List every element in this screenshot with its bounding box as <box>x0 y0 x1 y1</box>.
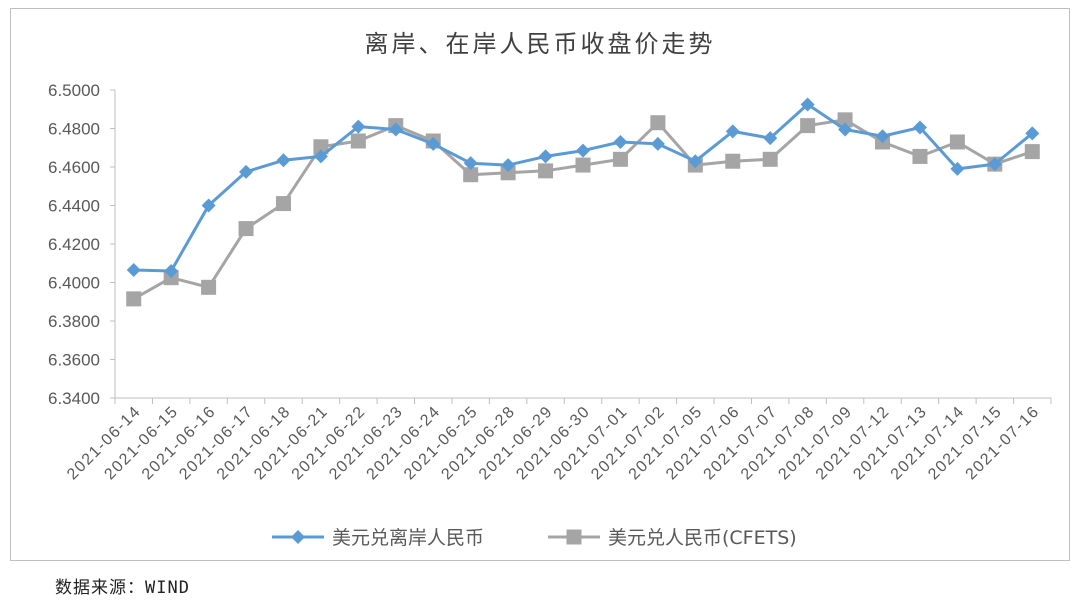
y-tick-label: 6.4200 <box>48 235 100 254</box>
data-point-cfets <box>275 196 291 212</box>
data-point-offshore <box>313 149 328 164</box>
legend-marker-square <box>566 529 582 545</box>
data-point-offshore <box>725 124 740 139</box>
data-point-cfets <box>762 151 778 167</box>
data-point-cfets <box>500 165 516 181</box>
data-point-cfets <box>350 133 366 149</box>
legend-label: 美元兑离岸人民币 <box>332 527 484 549</box>
data-point-offshore <box>164 263 179 278</box>
data-point-offshore <box>126 262 141 277</box>
data-point-offshore <box>463 156 478 171</box>
data-point-offshore <box>276 153 291 168</box>
data-point-offshore <box>800 97 815 112</box>
data-point-cfets <box>612 151 628 167</box>
data-point-cfets <box>575 157 591 173</box>
y-tick-label: 6.5000 <box>48 81 100 100</box>
line-chart: 离岸、在岸人民币收盘价走势 6.34006.36006.38006.40006.… <box>48 30 1052 549</box>
y-tick-label: 6.3600 <box>48 351 100 370</box>
y-tick-label: 6.3800 <box>48 312 100 331</box>
data-point-cfets <box>201 279 217 295</box>
data-point-cfets <box>313 139 329 155</box>
data-point-offshore <box>538 149 553 164</box>
data-point-offshore <box>388 122 403 137</box>
data-point-cfets <box>949 134 965 150</box>
data-point-offshore <box>912 120 927 135</box>
legend: 美元兑离岸人民币 美元兑人民币(CFETS) <box>272 527 797 549</box>
x-axis: 2021-06-142021-06-152021-06-162021-06-17… <box>64 397 1052 483</box>
data-point-offshore <box>576 143 590 158</box>
series-line-offshore <box>133 102 1034 273</box>
data-point-offshore <box>950 161 965 176</box>
y-tick-label: 6.4800 <box>48 120 100 139</box>
data-point-offshore <box>426 136 441 151</box>
y-tick-label: 6.4400 <box>48 197 100 216</box>
data-point-offshore <box>201 198 216 213</box>
chart-frame <box>10 8 1070 561</box>
legend-marker-diamond <box>291 530 305 544</box>
data-point-offshore <box>239 164 254 179</box>
source-note: 数据来源：WIND <box>55 578 190 598</box>
data-point-cfets <box>1024 144 1040 160</box>
data-point-cfets <box>912 148 928 164</box>
y-axis: 6.3400 6.3600 6.3800 6.4000 6.4200 6.4400 6.46… <box>48 81 116 408</box>
y-tick-label: 6.4600 <box>48 158 100 177</box>
data-point-cfets <box>837 112 853 128</box>
data-point-cfets <box>538 163 554 179</box>
data-point-cfets <box>126 291 142 307</box>
data-point-cfets <box>650 115 666 131</box>
data-point-offshore <box>613 134 628 149</box>
data-point-cfets <box>463 167 479 183</box>
series-layer <box>126 97 1040 307</box>
data-point-offshore <box>875 129 890 144</box>
data-point-offshore <box>838 122 853 137</box>
data-point-offshore <box>688 154 703 169</box>
data-point-cfets <box>238 221 254 237</box>
data-point-offshore <box>351 119 366 134</box>
data-point-offshore <box>987 157 1002 172</box>
y-tick-label: 6.3400 <box>48 389 100 408</box>
chart-title: 离岸、在岸人民币收盘价走势 <box>365 30 716 58</box>
data-point-cfets <box>725 153 741 169</box>
data-point-offshore <box>763 131 778 146</box>
data-point-offshore <box>650 136 665 151</box>
y-tick-label: 6.4000 <box>48 274 100 293</box>
legend-label: 美元兑人民币(CFETS) <box>608 527 797 549</box>
data-point-cfets <box>800 118 816 134</box>
data-point-offshore <box>1025 126 1040 141</box>
data-point-offshore <box>501 158 516 173</box>
